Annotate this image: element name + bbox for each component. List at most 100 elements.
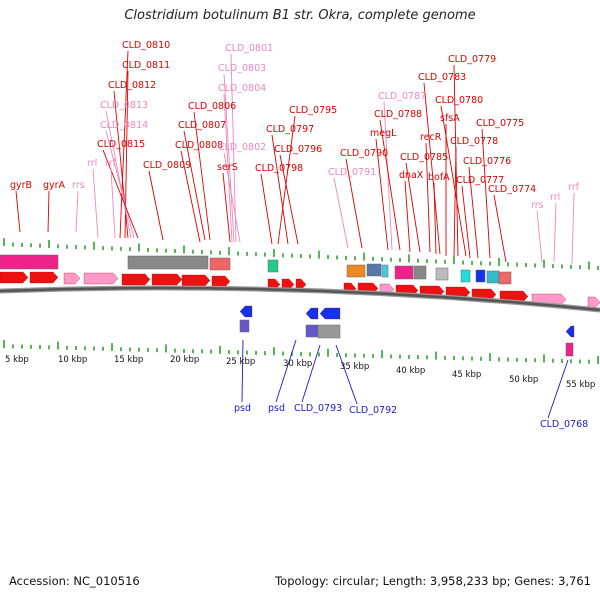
feature-tracks bbox=[0, 254, 600, 357]
leader-line bbox=[405, 162, 421, 253]
feature-label: CLD_0813 bbox=[100, 100, 148, 111]
leader-line bbox=[223, 152, 241, 243]
leader-line bbox=[423, 82, 441, 255]
feature-label: CLD_0812 bbox=[108, 80, 156, 91]
feature-label: recR bbox=[420, 132, 442, 143]
feature-label: CLD_0811 bbox=[122, 60, 170, 71]
leader-line bbox=[383, 101, 393, 251]
feature-label: rrs bbox=[531, 200, 544, 211]
gene-feature-box bbox=[460, 269, 471, 283]
leader-line bbox=[375, 138, 389, 251]
feature-label: CLD_0802 bbox=[218, 142, 266, 153]
feature-label: CLD_0787 bbox=[378, 91, 426, 102]
feature-label: CLD_0783 bbox=[418, 72, 466, 83]
gene-feature-box bbox=[267, 259, 279, 273]
gene-feature-box bbox=[435, 267, 449, 281]
leader-line bbox=[279, 154, 299, 245]
leader-line bbox=[481, 128, 491, 259]
feature-label: rrf bbox=[105, 158, 117, 169]
feature-label: serS bbox=[217, 162, 238, 173]
feature-label: CLD_0785 bbox=[400, 152, 448, 163]
gene-feature-box bbox=[0, 254, 59, 270]
leader-line bbox=[536, 210, 543, 263]
leader-line bbox=[404, 180, 411, 253]
feature-label: CLD_0796 bbox=[274, 144, 322, 155]
feature-label: CLD_0793 bbox=[294, 403, 342, 414]
feature-label: rrf bbox=[568, 182, 580, 193]
leader-line bbox=[148, 170, 164, 241]
leader-line bbox=[105, 130, 135, 239]
leader-line bbox=[453, 146, 457, 257]
feature-label: CLD_0791 bbox=[328, 167, 376, 178]
gene-arrow bbox=[587, 296, 600, 309]
leader-line bbox=[277, 115, 296, 245]
feature-label: dnaX bbox=[399, 170, 424, 181]
leader-line bbox=[571, 192, 575, 265]
feature-label: CLD_0810 bbox=[122, 40, 170, 51]
gene-arrow bbox=[0, 271, 29, 284]
gene-feature-box bbox=[209, 257, 231, 271]
gene-arrow bbox=[151, 273, 183, 286]
leader-line bbox=[223, 73, 235, 243]
gene-arrow bbox=[305, 307, 319, 320]
genome-backbone bbox=[0, 285, 600, 313]
scale-tick-label: 45 kbp bbox=[452, 370, 481, 380]
feature-label: CLD_0768 bbox=[540, 419, 588, 430]
scale-tick-label: 20 kbp bbox=[170, 355, 199, 365]
gene-arrow bbox=[121, 273, 151, 286]
feature-label: CLD_0774 bbox=[488, 184, 536, 195]
feature-label: CLD_0806 bbox=[188, 101, 236, 112]
feature-label: rrs bbox=[72, 180, 85, 191]
leader-line bbox=[547, 359, 569, 419]
leader-line bbox=[222, 172, 231, 243]
gene-arrow bbox=[83, 272, 119, 285]
feature-label: CLD_0795 bbox=[289, 105, 337, 116]
feature-label: gyrB bbox=[10, 180, 32, 191]
feature-label: CLD_0776 bbox=[463, 156, 511, 167]
leader-line bbox=[110, 168, 116, 239]
leader-line bbox=[119, 50, 129, 239]
scale-tick-label: 50 kbp bbox=[509, 375, 538, 385]
feature-label: CLD_0777 bbox=[456, 175, 504, 186]
feature-label: bofA bbox=[428, 172, 450, 183]
leader-line bbox=[180, 150, 201, 243]
accession-text: Accession: NC_010516 bbox=[9, 574, 140, 588]
scale-tick-label: 30 kbp bbox=[283, 359, 312, 369]
scale-tick-label: 55 kbp bbox=[566, 380, 595, 390]
leader-line bbox=[493, 194, 507, 263]
gene-arrow bbox=[181, 274, 211, 287]
feature-label: CLD_0803 bbox=[218, 63, 266, 74]
map-title: Clostridium botulinum B1 str. Okra, comp… bbox=[124, 8, 476, 23]
feature-label: CLD_0792 bbox=[349, 405, 397, 416]
feature-label: CLD_0788 bbox=[374, 109, 422, 120]
leader-line bbox=[183, 130, 206, 241]
feature-label: CLD_0814 bbox=[100, 120, 148, 131]
feature-label: CLD_0798 bbox=[255, 163, 303, 174]
gene-arrow bbox=[29, 271, 59, 284]
gene-feature-box bbox=[239, 319, 250, 333]
leader-line bbox=[75, 190, 79, 233]
feature-labels: 5 kbp 10 kbp 15 kbp 20 kbp 25 kbp 30 kbp 35 kb… bbox=[5, 40, 595, 430]
scale-tick-label: 5 kbp bbox=[5, 355, 29, 365]
leader-line bbox=[47, 190, 50, 233]
leader-line bbox=[440, 105, 467, 257]
leader-line bbox=[301, 344, 321, 403]
feature-label: CLD_0778 bbox=[450, 136, 498, 147]
feature-label: rrl bbox=[87, 158, 97, 169]
feature-label: CLD_0807 bbox=[178, 120, 226, 131]
feature-label: CLD_0809 bbox=[143, 160, 191, 171]
gene-arrow bbox=[63, 272, 81, 285]
leader-line bbox=[271, 134, 289, 245]
feature-label: megL bbox=[370, 128, 397, 139]
feature-label: CLD_0779 bbox=[448, 54, 496, 65]
scale-tick-label: 10 kbp bbox=[58, 355, 87, 365]
leader-line bbox=[241, 339, 244, 403]
leader-line bbox=[15, 190, 21, 233]
scale-tick-label: 15 kbp bbox=[114, 355, 143, 365]
scale-tick-label: 25 kbp bbox=[226, 357, 255, 367]
kbp-tick-marks bbox=[3, 238, 599, 364]
gene-arrow bbox=[239, 305, 253, 318]
leader-line bbox=[275, 339, 297, 403]
leader-line bbox=[230, 53, 237, 243]
